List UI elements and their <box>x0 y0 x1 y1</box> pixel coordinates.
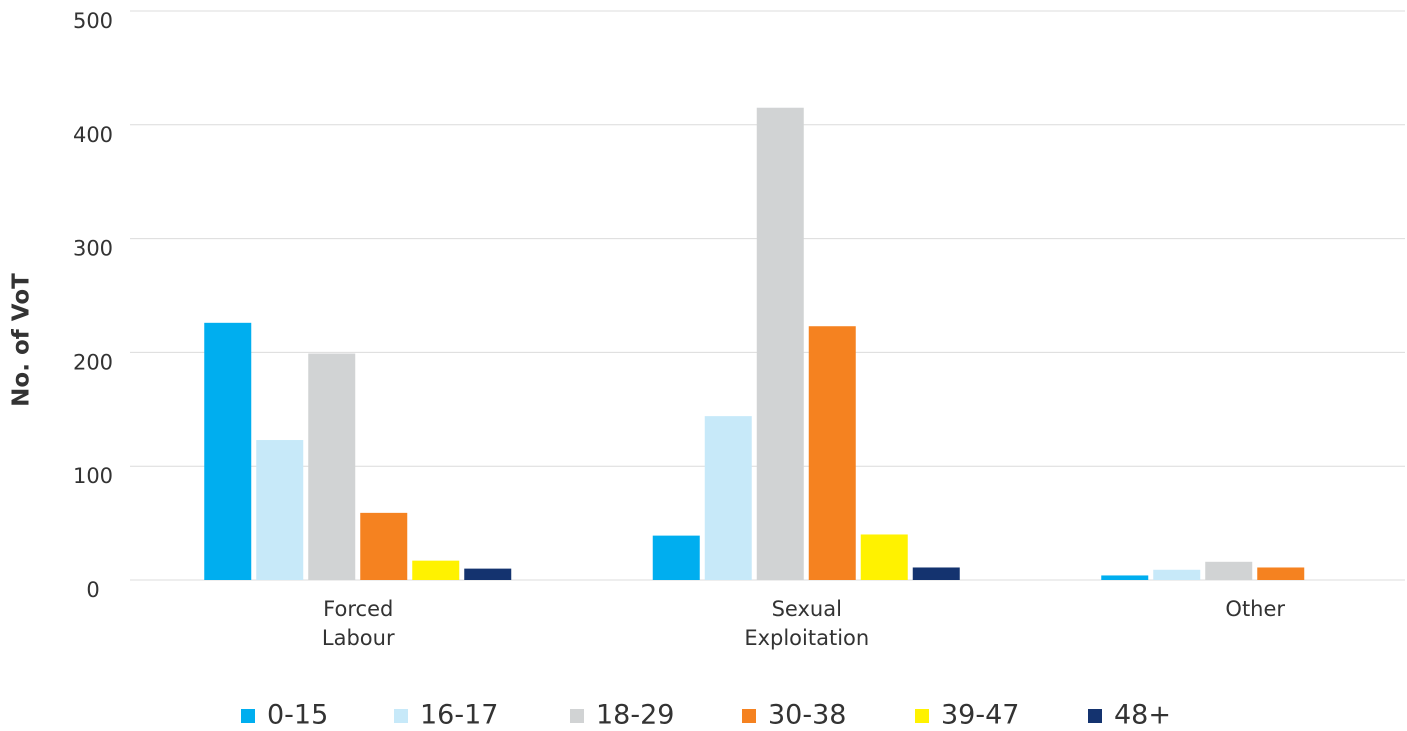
bar <box>308 353 356 580</box>
bar <box>464 568 512 580</box>
legend-label: 39-47 <box>941 700 1019 731</box>
legend-label: 30-38 <box>768 700 846 731</box>
x-tick-label: Other <box>1225 597 1285 621</box>
legend-swatch <box>394 709 408 723</box>
y-tick-label: 0 <box>86 578 99 602</box>
legend-label: 0-15 <box>267 700 328 731</box>
legend-swatch <box>915 709 929 723</box>
bar <box>1153 569 1201 580</box>
bar <box>912 567 960 580</box>
legend-swatch <box>1088 709 1102 723</box>
bar <box>860 534 908 580</box>
y-tick-label: 400 <box>73 123 113 147</box>
bar <box>652 535 700 580</box>
bar <box>1257 567 1305 580</box>
x-tick-label: Sexual Exploitation <box>744 597 869 650</box>
bar <box>204 322 252 580</box>
bar <box>756 107 804 580</box>
bar <box>1205 561 1253 580</box>
y-tick-label: 300 <box>73 237 113 261</box>
y-tick-label: 100 <box>73 464 113 488</box>
bar <box>808 326 856 580</box>
x-tick-label: Forced Labour <box>322 597 395 650</box>
y-tick-label: 200 <box>73 350 113 374</box>
legend-label: 16-17 <box>420 700 498 731</box>
y-axis-label: No. of VoT <box>9 273 35 407</box>
legend-label: 18-29 <box>596 700 674 731</box>
legend-swatch <box>241 709 255 723</box>
bar <box>704 416 752 580</box>
legend-swatch <box>570 709 584 723</box>
legend-swatch <box>742 709 756 723</box>
legend-label: 48+ <box>1114 700 1171 731</box>
y-tick-label: 500 <box>73 9 113 33</box>
bar <box>412 560 460 580</box>
bar <box>360 512 408 580</box>
bar <box>1101 575 1149 580</box>
bar <box>256 440 304 580</box>
